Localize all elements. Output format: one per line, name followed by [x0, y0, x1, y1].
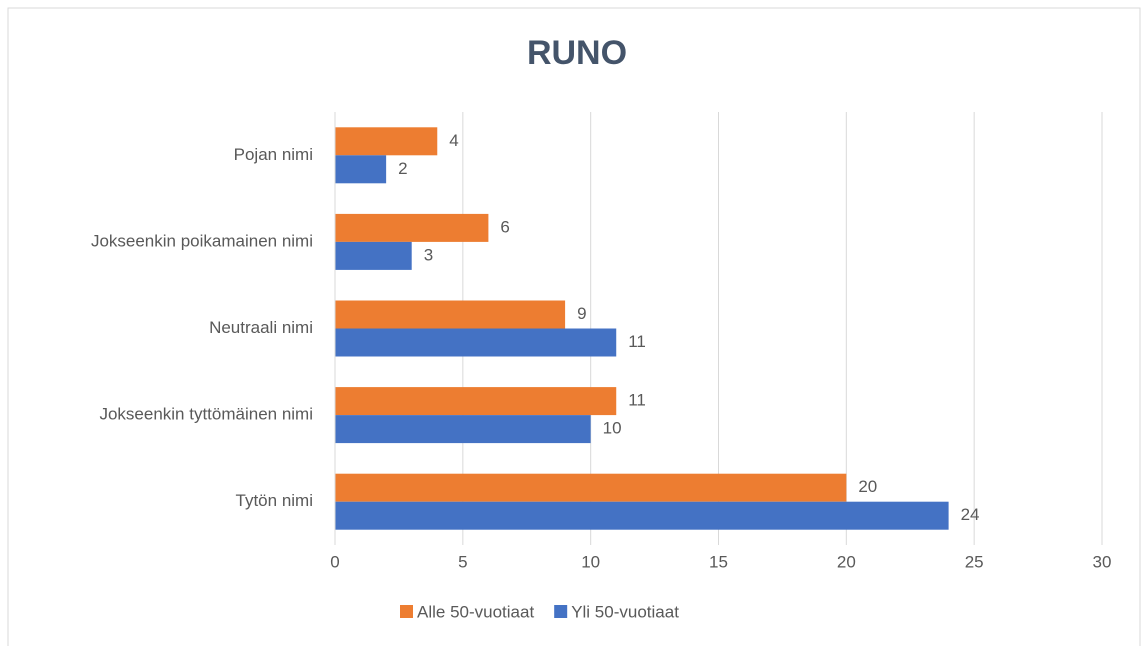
- data-label: 9: [577, 304, 586, 323]
- bar: [335, 415, 591, 444]
- bar: [335, 501, 949, 530]
- legend-label: Alle 50-vuotiaat: [417, 602, 534, 621]
- x-tick-label: 25: [965, 552, 984, 571]
- chart-title: RUNO: [527, 34, 627, 72]
- data-label: 3: [424, 245, 433, 264]
- x-tick-label: 0: [330, 552, 339, 571]
- data-label: 11: [628, 391, 646, 410]
- y-tick-label: Tytön nimi: [236, 491, 313, 510]
- y-tick-label: Jokseenkin tyttömäinen nimi: [99, 405, 313, 424]
- bar: [335, 387, 617, 416]
- data-label: 20: [858, 477, 877, 496]
- bar: [335, 300, 566, 329]
- legend-swatch: [400, 605, 413, 618]
- bar: [335, 127, 438, 156]
- x-tick-label: 15: [709, 552, 728, 571]
- data-label: 24: [961, 505, 980, 524]
- x-tick-label: 30: [1093, 552, 1112, 571]
- legend-swatch: [554, 605, 568, 618]
- bar: [335, 155, 387, 184]
- y-tick-label: Pojan nimi: [234, 145, 313, 164]
- data-label: 6: [500, 217, 509, 236]
- data-label: 10: [603, 419, 622, 438]
- bar: [335, 213, 489, 242]
- bar: [335, 473, 847, 502]
- bar: [335, 241, 412, 270]
- bar: [335, 328, 617, 357]
- y-tick-label: Neutraali nimi: [209, 318, 313, 337]
- legend-label: Yli 50-vuotiaat: [571, 602, 679, 621]
- data-label: 11: [628, 332, 646, 351]
- y-tick-label: Jokseenkin poikamainen nimi: [91, 231, 313, 250]
- data-label: 4: [449, 131, 458, 150]
- x-tick-label: 20: [837, 552, 856, 571]
- x-tick-label: 10: [581, 552, 600, 571]
- chart-border: [7, 7, 1141, 646]
- data-label: 2: [398, 159, 407, 178]
- x-tick-label: 5: [458, 552, 467, 571]
